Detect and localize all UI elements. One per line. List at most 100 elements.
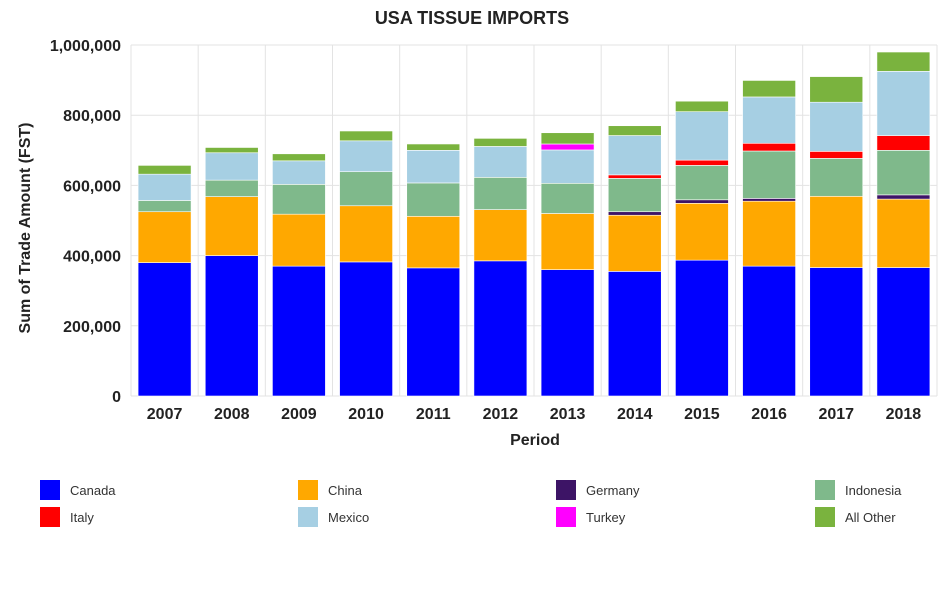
- bar-segment-all-other-2012[interactable]: [473, 138, 528, 147]
- legend-item-mexico[interactable]: Mexico: [298, 507, 369, 527]
- bar-segment-mexico-2017[interactable]: [809, 101, 864, 152]
- bar-segment-all-other-2017[interactable]: [809, 76, 864, 103]
- legend-swatch: [815, 507, 835, 527]
- legend-item-canada[interactable]: Canada: [40, 480, 116, 500]
- x-tick-label: 2016: [751, 406, 787, 423]
- bar-segment-china-2010[interactable]: [339, 205, 393, 263]
- legend-swatch: [40, 480, 60, 500]
- bar-segment-mexico-2011[interactable]: [406, 150, 461, 184]
- bar-segment-canada-2010[interactable]: [339, 261, 393, 397]
- bar-segment-all-other-2015[interactable]: [675, 100, 729, 112]
- bar-segment-mexico-2010[interactable]: [339, 140, 393, 173]
- legend-swatch: [556, 507, 576, 527]
- bar-segment-indonesia-2016[interactable]: [742, 150, 796, 199]
- legend-item-italy[interactable]: Italy: [40, 507, 94, 527]
- bar-segment-germany-2014[interactable]: [607, 211, 662, 216]
- bar-segment-indonesia-2015[interactable]: [675, 165, 729, 201]
- x-tick-label: 2012: [483, 406, 519, 423]
- bar-segment-canada-2014[interactable]: [607, 271, 662, 397]
- bar-segment-all-other-2009[interactable]: [272, 153, 326, 162]
- bar-segment-italy-2015[interactable]: [675, 159, 729, 166]
- bar-segment-canada-2017[interactable]: [809, 267, 864, 397]
- bar-segment-germany-2016[interactable]: [742, 198, 796, 202]
- legend-item-turkey[interactable]: Turkey: [556, 507, 625, 527]
- bar-segment-indonesia-2007[interactable]: [137, 200, 192, 213]
- chart-title: USA TISSUE IMPORTS: [375, 8, 569, 28]
- bar-segment-mexico-2007[interactable]: [137, 173, 192, 201]
- bar-segment-canada-2016[interactable]: [742, 265, 796, 397]
- bar-segment-all-other-2013[interactable]: [540, 132, 595, 145]
- bar-segment-canada-2009[interactable]: [272, 265, 326, 397]
- legend-label: China: [328, 482, 362, 498]
- bar-segment-china-2017[interactable]: [809, 195, 864, 268]
- bar-segment-mexico-2014[interactable]: [607, 135, 662, 176]
- y-axis-ticks: 0 200,000 400,000 600,000 800,000 1,000,000: [50, 38, 121, 406]
- bar-segment-all-other-2018[interactable]: [876, 51, 931, 72]
- legend-label: All Other: [845, 509, 896, 525]
- y-tick-label: 0: [112, 389, 121, 406]
- bar-segment-canada-2007[interactable]: [137, 262, 192, 397]
- bar-segment-mexico-2018[interactable]: [876, 71, 931, 136]
- bar-segment-all-other-2010[interactable]: [339, 130, 393, 142]
- bar-segment-canada-2013[interactable]: [540, 269, 595, 397]
- bar-segment-turkey-2013[interactable]: [540, 143, 595, 151]
- legend-swatch: [815, 480, 835, 500]
- bar-segment-all-other-2011[interactable]: [406, 143, 461, 151]
- bar-segment-canada-2008[interactable]: [204, 255, 259, 397]
- bar-segment-mexico-2013[interactable]: [540, 149, 595, 184]
- bar-segment-china-2008[interactable]: [204, 196, 259, 256]
- legend-swatch: [40, 507, 60, 527]
- bar-segment-indonesia-2013[interactable]: [540, 182, 595, 214]
- bar-segment-canada-2018[interactable]: [876, 267, 931, 397]
- bar-segment-italy-2017[interactable]: [809, 151, 864, 159]
- bar-segment-indonesia-2011[interactable]: [406, 182, 461, 217]
- bar-segment-all-other-2016[interactable]: [742, 80, 796, 98]
- bar-segment-china-2007[interactable]: [137, 211, 192, 263]
- bar-segment-italy-2018[interactable]: [876, 135, 931, 151]
- bar-segment-all-other-2007[interactable]: [137, 165, 192, 175]
- bar-segment-mexico-2015[interactable]: [675, 111, 729, 161]
- bar-segment-china-2009[interactable]: [272, 213, 326, 267]
- legend-item-all-other[interactable]: All Other: [815, 507, 896, 527]
- bar-segment-mexico-2012[interactable]: [473, 146, 528, 178]
- bar-segment-indonesia-2018[interactable]: [876, 150, 931, 196]
- bar-segment-indonesia-2017[interactable]: [809, 158, 864, 197]
- x-tick-label: 2017: [818, 406, 854, 423]
- x-axis-ticks: 2007 2008 2009 2010 2011 2012 2013 2014 2015 2016…: [147, 406, 922, 423]
- bar-segment-indonesia-2008[interactable]: [204, 179, 259, 197]
- bar-segment-china-2016[interactable]: [742, 200, 796, 267]
- legend-item-germany[interactable]: Germany: [556, 480, 639, 500]
- bar-segment-italy-2016[interactable]: [742, 142, 796, 152]
- bar-segment-canada-2011[interactable]: [406, 267, 461, 397]
- bar-segment-mexico-2016[interactable]: [742, 96, 796, 144]
- bar-segment-china-2018[interactable]: [876, 198, 931, 268]
- bar-segment-china-2013[interactable]: [540, 213, 595, 270]
- bar-segment-china-2012[interactable]: [473, 209, 528, 262]
- bar-segment-indonesia-2012[interactable]: [473, 177, 528, 210]
- legend-swatch: [556, 480, 576, 500]
- x-tick-label: 2010: [348, 406, 384, 423]
- legend-swatch: [298, 507, 318, 527]
- x-tick-label: 2013: [550, 406, 586, 423]
- bar-segment-indonesia-2009[interactable]: [272, 184, 326, 215]
- bar-segment-mexico-2008[interactable]: [204, 152, 259, 181]
- bar-segment-germany-2018[interactable]: [876, 194, 931, 200]
- legend-item-china[interactable]: China: [298, 480, 362, 500]
- bar-segment-italy-2014[interactable]: [607, 174, 662, 179]
- bar-segment-china-2015[interactable]: [675, 203, 729, 261]
- bar-segment-all-other-2008[interactable]: [204, 147, 259, 154]
- y-tick-label: 800,000: [63, 108, 121, 125]
- bar-segment-all-other-2014[interactable]: [607, 125, 662, 136]
- bar-segment-china-2014[interactable]: [607, 214, 662, 272]
- bar-segment-mexico-2009[interactable]: [272, 160, 326, 185]
- bar-segment-canada-2015[interactable]: [675, 259, 729, 397]
- bar-segment-canada-2012[interactable]: [473, 260, 528, 397]
- gridlines: [130, 44, 938, 397]
- bar-segment-china-2011[interactable]: [406, 215, 461, 269]
- bar-segment-indonesia-2014[interactable]: [607, 178, 662, 213]
- legend-label: Canada: [70, 482, 116, 498]
- bar-segment-indonesia-2010[interactable]: [339, 171, 393, 207]
- bar-segment-germany-2015[interactable]: [675, 199, 729, 204]
- legend-item-indonesia[interactable]: Indonesia: [815, 480, 901, 500]
